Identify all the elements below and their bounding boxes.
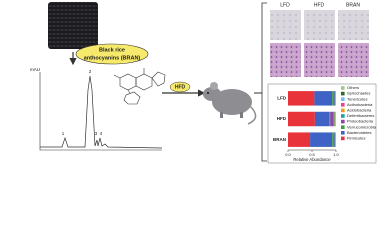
legend-label: Actinobacteria [347,102,373,107]
column-label: LFD [280,2,290,8]
bar-segment [288,91,315,106]
legend-swatch [341,136,345,141]
rice-photo [48,2,98,49]
y-tick-label: HFD [277,116,287,121]
legend-label: Acidobacteria [347,107,372,112]
legend-label: Bacteroidetes [347,130,371,135]
bracket [261,2,267,162]
micrograph [270,10,301,40]
legend-label: Others [347,85,359,90]
x-tick-label: 0.0 [285,152,291,157]
legend-label: Tenericutes [347,96,367,101]
x-axis-label: Relative Abundance [293,157,331,162]
micrograph [338,43,369,77]
chart-frame [267,83,377,164]
legend-label: Deferribacteres [347,113,374,118]
treatment-oval [169,81,191,93]
compound-oval [75,43,149,65]
legend-label: Verrucomicrobia [347,124,377,129]
treatment-label: HFD [175,84,186,90]
bar-segment [333,132,335,147]
micrograph [304,10,335,40]
legend-swatch [341,97,345,101]
peak-label: 4 [100,131,103,136]
bar-segment [310,132,333,147]
peak-label: 2 [89,69,92,74]
bar-segment [333,111,335,127]
axis-label: mAU [30,67,40,72]
legend-swatch [341,114,345,118]
legend-swatch [341,91,345,96]
bar-segment [332,91,334,106]
micrograph [338,10,369,40]
legend-label: Spirochaetes [347,91,370,96]
bar-segment [333,91,335,106]
legend-label: Proteobacteria [347,119,374,124]
bar-segment [288,111,315,127]
column-label: BRAN [346,2,360,8]
y-tick-label: LFD [277,96,286,101]
legend-swatch [341,131,345,135]
compound-label: anthocyanins (BRAN) [84,55,141,61]
x-tick-label: 0.5 [309,152,315,157]
x-tick-label: 1.0 [333,152,339,157]
bar-segment [314,111,330,127]
legend-swatch [341,86,345,90]
peak-label: 1 [62,131,65,136]
figure: Black rice anthocyanins (BRAN) mAU 1 2 3… [30,2,377,164]
y-tick-label: BRAN [273,137,286,142]
compound-label: Black rice [99,47,125,53]
legend-swatch [341,103,345,107]
molecule [113,68,166,105]
bar-segment [332,132,334,147]
micrograph [270,43,301,77]
legend-swatch [341,119,345,124]
micrograph [304,43,335,77]
chromatogram-trace [40,75,163,149]
legend-swatch [341,108,345,113]
column-label: HFD [314,2,325,8]
legend-label: Firmicutes [347,135,365,140]
bar-segment [288,132,311,147]
bar-segment [314,91,333,106]
bar-segment [329,111,331,127]
peak-label: 3 [95,131,98,136]
chromatogram-axes [39,72,162,151]
legend-swatch [341,125,345,129]
bar-segment [330,111,334,127]
mouse [203,82,257,125]
